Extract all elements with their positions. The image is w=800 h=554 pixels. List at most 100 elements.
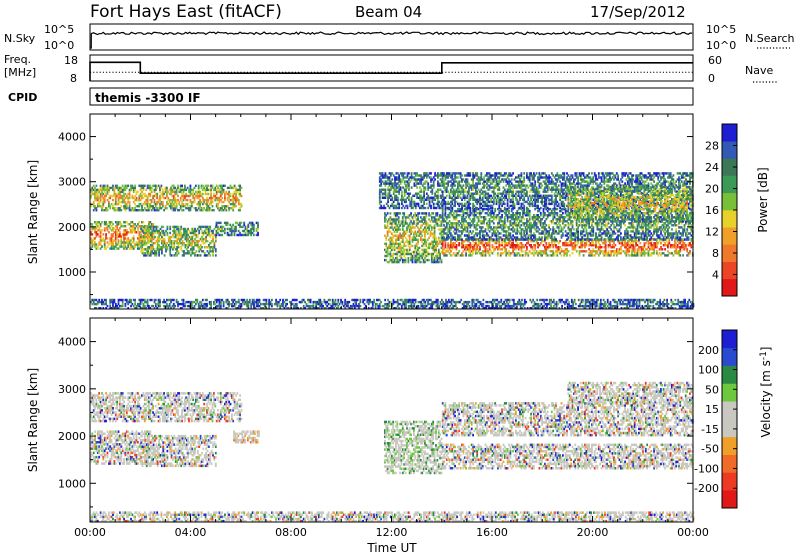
heatmap-cell xyxy=(440,222,443,225)
heatmap-cell xyxy=(239,223,241,227)
heatmap-cell xyxy=(380,200,383,204)
heatmap-cell xyxy=(95,227,98,230)
heatmap-cell xyxy=(435,212,437,215)
heatmap-cell xyxy=(177,225,180,229)
heatmap-cell xyxy=(160,202,163,206)
heatmap-cell xyxy=(545,224,548,227)
heatmap-cell xyxy=(390,258,393,262)
heatmap-cell xyxy=(408,178,410,181)
heatmap-cell xyxy=(388,172,391,175)
heatmap-cell xyxy=(215,221,218,225)
heatmap-cell xyxy=(141,237,144,241)
heatmap-cell xyxy=(140,227,143,231)
heatmap-cell xyxy=(413,178,416,181)
heatmap-cell xyxy=(222,229,225,233)
heatmap-cell xyxy=(395,256,397,260)
heatmap-cell xyxy=(252,223,255,227)
heatmap-cell xyxy=(392,186,395,189)
heatmap-cell xyxy=(516,226,519,229)
heatmap-cell xyxy=(381,174,384,177)
heatmap-cell xyxy=(158,235,160,239)
heatmap-cell xyxy=(110,241,113,244)
heatmap-cell xyxy=(125,205,128,208)
heatmap-cell xyxy=(435,254,437,258)
heatmap-cell xyxy=(413,222,415,225)
heatmap-cell xyxy=(180,233,183,237)
heatmap-cell xyxy=(201,246,203,249)
heatmap-cell xyxy=(110,221,113,224)
heatmap-cell xyxy=(401,206,403,210)
heatmap-cell xyxy=(120,186,123,190)
heatmap-cell xyxy=(173,225,176,229)
heatmap-cell xyxy=(400,220,403,223)
heatmap-cell xyxy=(125,233,128,236)
heatmap-cell xyxy=(194,242,196,245)
heatmap-cell xyxy=(406,186,409,189)
heatmap-cell xyxy=(237,184,240,187)
heatmap-cell xyxy=(221,196,224,200)
heatmap-cell xyxy=(397,248,400,252)
heatmap-cell xyxy=(392,234,395,237)
heatmap-cell xyxy=(156,235,159,239)
heatmap-cell xyxy=(384,188,387,191)
heatmap-cell xyxy=(432,234,435,237)
heatmap-cell xyxy=(236,190,239,194)
heatmap-cell xyxy=(215,225,218,229)
heatmap-cell xyxy=(431,192,434,195)
heatmap-cell xyxy=(419,178,421,181)
heatmap-cell xyxy=(164,207,167,210)
heatmap-cell xyxy=(187,233,189,237)
heatmap-cell xyxy=(210,196,212,200)
heatmap-cell xyxy=(428,172,431,175)
heatmap-cell xyxy=(477,224,480,227)
heatmap-cell xyxy=(470,232,473,235)
heatmap-cell xyxy=(145,243,148,246)
heatmap-cell xyxy=(384,190,387,193)
heatmap-cell xyxy=(438,200,441,204)
heatmap-cell xyxy=(213,209,215,212)
heatmap-cell xyxy=(139,209,142,212)
heatmap-cell xyxy=(389,220,392,223)
heatmap-cell xyxy=(417,238,419,241)
heatmap-cell xyxy=(414,180,417,183)
heatmap-cell xyxy=(156,237,159,241)
heatmap-cell xyxy=(154,192,157,196)
heatmap-cell xyxy=(156,194,159,198)
heatmap-cell xyxy=(445,238,448,241)
heatmap-cell xyxy=(158,254,160,257)
heatmap-cell xyxy=(191,237,194,241)
heatmap-cell xyxy=(553,236,556,239)
heatmap-cell xyxy=(408,240,411,243)
heatmap-cell xyxy=(161,225,163,229)
heatmap-cell xyxy=(481,226,484,229)
heatmap-cell xyxy=(391,186,394,189)
heatmap-cell xyxy=(117,243,120,246)
heatmap-cell xyxy=(167,237,170,241)
heatmap-cell xyxy=(207,200,210,204)
heatmap-cell xyxy=(165,244,167,247)
heatmap-cell xyxy=(170,190,172,194)
heatmap-cell xyxy=(230,229,233,233)
heatmap-cell xyxy=(437,248,440,252)
heatmap-cell xyxy=(448,246,451,249)
heatmap-cell xyxy=(416,172,418,175)
heatmap-cell xyxy=(214,186,217,190)
heatmap-cell xyxy=(431,198,434,201)
heatmap-cell xyxy=(595,232,597,235)
heatmap-cell xyxy=(223,231,226,235)
heatmap-cell xyxy=(134,194,136,198)
heatmap-cell xyxy=(395,252,397,256)
heatmap-cell xyxy=(171,184,174,187)
heatmap-cell xyxy=(378,206,381,210)
heatmap-cell xyxy=(135,225,138,228)
heatmap-cell xyxy=(556,207,559,211)
heatmap-cell xyxy=(131,245,134,248)
heatmap-cell xyxy=(614,244,617,247)
heatmap-cell xyxy=(176,233,178,237)
heatmap-cell xyxy=(436,252,439,256)
heatmap-cell xyxy=(117,190,120,194)
heatmap-cell xyxy=(206,196,208,200)
heatmap-cell xyxy=(168,200,171,204)
heatmap-cell xyxy=(202,237,205,241)
heatmap-cell xyxy=(414,248,417,252)
